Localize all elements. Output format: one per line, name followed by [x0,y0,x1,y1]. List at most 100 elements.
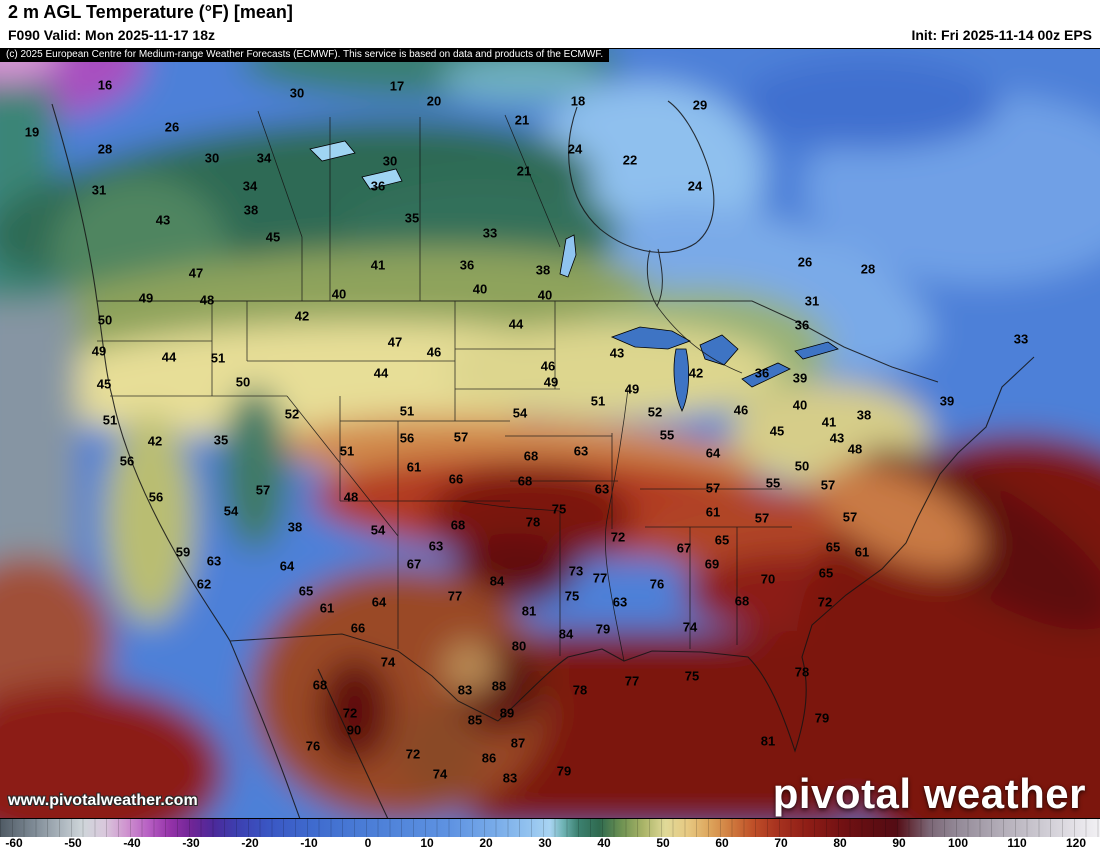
watermark-url: www.pivotalweather.com [8,792,198,809]
colorbar-tick-label: 90 [892,836,906,850]
station-temp: 26 [797,254,813,270]
station-temp: 34 [256,150,272,166]
station-temp: 49 [624,381,640,397]
station-temp: 65 [298,583,314,599]
station-temp: 51 [590,393,606,409]
colorbar-tick-label: -10 [300,836,318,850]
station-temp: 33 [482,225,498,241]
station-temp: 72 [342,705,358,721]
station-temp: 78 [525,514,541,530]
station-temp: 43 [609,345,625,361]
station-temp: 68 [312,677,328,693]
colorbar-tick-label: 50 [656,836,670,850]
station-temp: 47 [188,265,204,281]
station-temp: 54 [512,405,528,421]
colorbar-tick-label: 20 [479,836,493,850]
station-temp: 57 [842,509,858,525]
station-temp: 63 [612,594,628,610]
station-temp: 50 [97,312,113,328]
station-temp: 44 [373,365,389,381]
station-temp: 80 [511,638,527,654]
station-temp: 75 [564,588,580,604]
station-temp: 47 [387,334,403,350]
station-temp: 67 [406,556,422,572]
station-temp: 49 [91,343,107,359]
station-temp: 79 [556,763,572,779]
station-temp: 21 [516,163,532,179]
station-temp: 77 [624,673,640,689]
station-temp: 49 [543,374,559,390]
station-temp: 68 [517,473,533,489]
station-temp: 65 [825,539,841,555]
colorbar-tick-label: 120 [1065,836,1087,850]
lakes-layer [309,140,839,412]
colorbar-tick-label: 10 [420,836,434,850]
station-temp: 63 [594,481,610,497]
station-temp: 61 [406,459,422,475]
temperature-map: 16 30 17 20 21 18 29 19 26 28 30 34 30 21 22 24 31 34 36 24… [0,48,1100,818]
colorbar-tick-label: 100 [947,836,969,850]
station-temp: 46 [426,344,442,360]
station-temp: 78 [794,664,810,680]
colorbar-tick-label: 70 [774,836,788,850]
station-temp: 90 [346,722,362,738]
station-temp: 65 [714,532,730,548]
station-temp: 72 [610,529,626,545]
station-temp: 86 [481,750,497,766]
station-temp: 70 [760,571,776,587]
station-temp: 29 [692,97,708,113]
station-temp: 56 [119,453,135,469]
station-temp: 45 [96,376,112,392]
station-temp: 72 [817,594,833,610]
station-temp: 55 [659,427,675,443]
station-temp: 54 [370,522,386,538]
station-temp: 21 [514,112,530,128]
station-temp: 40 [537,287,553,303]
station-temp: 74 [432,766,448,782]
station-temp: 69 [704,556,720,572]
station-temp: 74 [682,619,698,635]
station-temp: 48 [199,292,215,308]
station-temp: 38 [535,262,551,278]
station-temp: 57 [820,477,836,493]
station-temp: 50 [794,458,810,474]
station-temp: 77 [447,588,463,604]
station-temp: 46 [733,402,749,418]
station-temp: 38 [243,202,259,218]
colorbar-segments [0,819,1100,837]
station-temp: 51 [102,412,118,428]
station-temp: 84 [558,626,574,642]
borders-layer [51,100,1035,818]
station-temp: 78 [572,682,588,698]
station-temp: 68 [450,517,466,533]
station-temp: 48 [343,489,359,505]
station-temp: 40 [331,286,347,302]
station-temp: 38 [856,407,872,423]
station-temp: 17 [389,78,405,94]
station-temp: 24 [687,178,703,194]
station-temp: 44 [508,316,524,332]
station-temp: 84 [489,573,505,589]
colorbar-tick-label: -40 [123,836,141,850]
station-temp: 20 [426,93,442,109]
station-temp: 28 [860,261,876,277]
station-temp: 36 [794,317,810,333]
station-temp: 75 [551,501,567,517]
station-temp: 43 [829,430,845,446]
station-temp: 61 [705,504,721,520]
station-temp: 76 [305,738,321,754]
ecmwf-copyright: (c) 2025 European Centre for Medium-rang… [0,48,610,62]
station-temp: 81 [760,733,776,749]
station-temp: 79 [814,710,830,726]
station-temp: 88 [491,678,507,694]
station-temp: 34 [242,178,258,194]
station-temp: 66 [350,620,366,636]
station-temp: 31 [91,182,107,198]
colorbar-tick-label: 30 [538,836,552,850]
temperature-field-svg [0,49,1100,818]
station-temp: 81 [521,603,537,619]
station-temp: 64 [279,558,295,574]
station-temp: 36 [459,257,475,273]
station-temp: 16 [97,77,113,93]
